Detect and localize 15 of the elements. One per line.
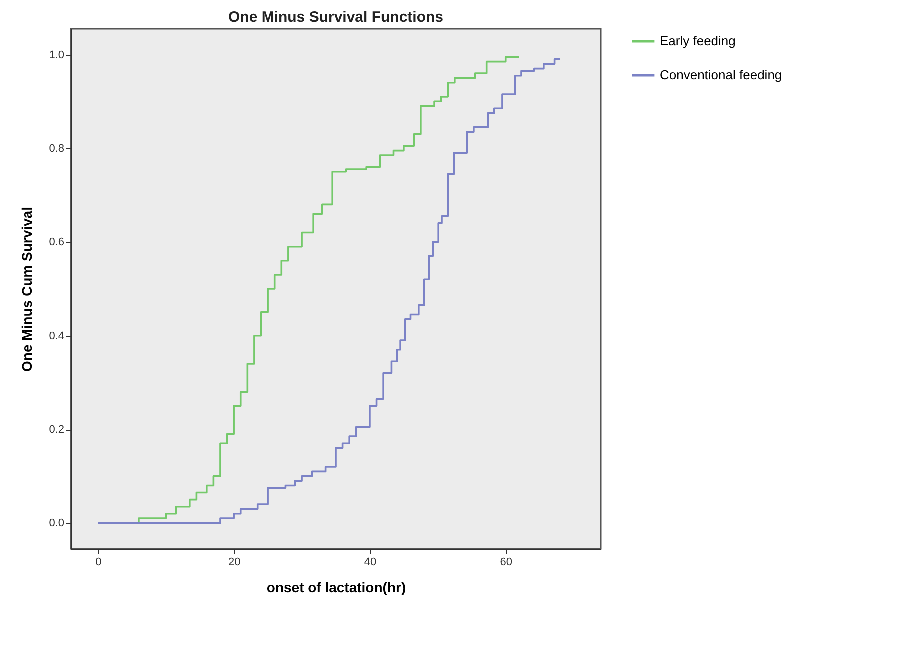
- x-tick-label: 20: [228, 556, 241, 568]
- x-tick-label: 0: [96, 556, 102, 568]
- x-axis-title: onset of lactation(hr): [266, 580, 406, 596]
- chart-title: One Minus Survival Functions: [228, 9, 444, 26]
- y-tick-label: 0.8: [49, 142, 64, 155]
- y-tick-label: 0.2: [49, 424, 64, 436]
- y-axis-title: One Minus Cum Survival: [19, 207, 36, 372]
- y-tick-label: 0.0: [49, 518, 64, 530]
- x-tick-label: 60: [500, 556, 512, 568]
- x-tick-label: 40: [364, 556, 377, 568]
- y-tick-label: 1.0: [49, 49, 64, 62]
- legend-label: Early feeding: [660, 34, 736, 48]
- y-tick-label: 0.4: [49, 330, 64, 342]
- legend-label: Conventional feeding: [660, 68, 782, 82]
- y-tick-label: 0.6: [49, 236, 64, 249]
